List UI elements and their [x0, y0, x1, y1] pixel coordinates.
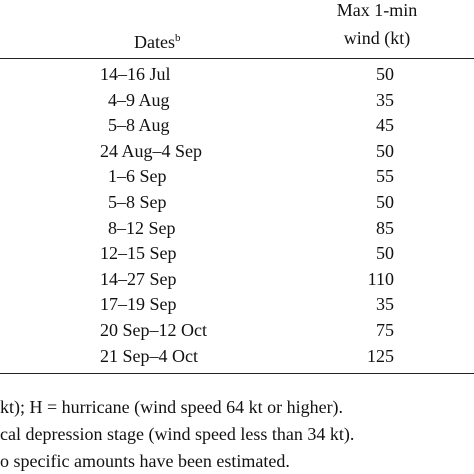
wind-cell: 85 — [376, 217, 394, 238]
date-cell: 4–9 Aug — [108, 89, 170, 110]
date-cell: 1–6 Sep — [108, 166, 167, 187]
header-rule — [0, 58, 474, 59]
wind-cell: 110 — [367, 268, 394, 289]
wind-header: wind (kt) — [343, 28, 411, 48]
date-cell: 8–12 Sep — [108, 217, 176, 238]
wind-header: Max 1-min — [336, 0, 418, 20]
date-cell: 14–27 Sep — [100, 268, 177, 289]
date-cell: 14–16 Jul — [100, 64, 171, 84]
wind-cell: 50 — [376, 192, 394, 212]
wind-cell: 55 — [376, 166, 394, 187]
dates-header: Datesb — [134, 28, 180, 52]
bottom-rule — [0, 373, 474, 374]
wind-cell: 50 — [376, 243, 394, 264]
date-cell: 5–8 Aug — [108, 115, 170, 136]
wind-cell: 75 — [376, 320, 394, 340]
date-cell: 24 Aug–4 Sep — [100, 140, 203, 161]
footnote: o specific amounts have been estimated. — [0, 451, 290, 471]
wind-cell: 50 — [376, 140, 394, 161]
wind-cell: 35 — [376, 294, 394, 315]
date-cell: 21 Sep–4 Oct — [100, 345, 198, 366]
wind-cell: 45 — [376, 115, 394, 136]
date-cell: 5–8 Sep — [108, 192, 167, 212]
date-cell: 12–15 Sep — [100, 243, 177, 264]
date-cell: 17–19 Sep — [100, 294, 177, 315]
footnote-mark: b — [174, 32, 181, 44]
footnote: cal depression stage (wind speed less th… — [0, 424, 355, 444]
wind-cell: 125 — [367, 345, 394, 366]
date-cell: 20 Sep–12 Oct — [100, 320, 207, 340]
dates-label: Dates — [134, 32, 175, 52]
wind-cell: 35 — [376, 89, 394, 110]
footnote: kt); H = hurricane (wind speed 64 kt or … — [0, 397, 344, 417]
wind-cell: 50 — [376, 64, 394, 84]
